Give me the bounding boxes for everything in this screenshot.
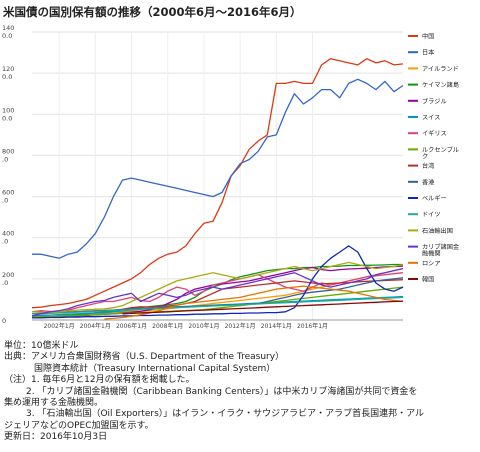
legend-label: スイス (422, 115, 440, 122)
series-line (31, 261, 404, 314)
legend-label: ベルギー (422, 196, 447, 203)
y-tick-label-part: 400 (2, 230, 14, 238)
legend-label: 台湾 (422, 162, 434, 170)
y-tick-label-part: 120 (2, 65, 14, 73)
y-tick-label-part: 600 (2, 189, 14, 197)
y-tick-label-part: 0.0 (2, 114, 12, 122)
y-tick-label-part: 200 (2, 271, 14, 279)
note-2-cont: 集め運用する金融機関。 (4, 398, 104, 409)
series-line (32, 296, 404, 315)
y-tick-label-part: 140 (2, 24, 14, 32)
x-tick-label: 2012年1月 (225, 322, 256, 330)
legend-label: 中国 (422, 33, 434, 41)
y-tick-label: 120 0.0 (2, 65, 14, 81)
series-line (31, 267, 404, 317)
series-line (31, 286, 404, 318)
y-tick-label-part: .0 (2, 197, 8, 205)
gridlines (32, 31, 403, 321)
y-tick-label-part: 800 (2, 147, 14, 155)
legend-label: ケイマン諸島 (422, 81, 459, 89)
x-tick-label: 2016年1月 (297, 322, 328, 330)
x-tick-label: 2004年1月 (80, 322, 111, 330)
y-tick-label-part: .0 (2, 155, 8, 163)
x-tick-label: 2006年1月 (116, 322, 147, 330)
legend-label: ロシア (422, 260, 441, 267)
legend-label-cont: ク (422, 153, 428, 160)
y-tick-label: 800.0 (2, 147, 14, 163)
series-line (31, 58, 404, 309)
y-tick-label-part: .0 (2, 238, 8, 246)
series-line (122, 300, 404, 315)
legend-label: アイルランド (422, 66, 459, 73)
legend-label: ルクセンブル (422, 146, 459, 154)
legend-label: 石油輸出国 (422, 227, 453, 235)
legend-label: カリブ諸国金 (422, 243, 460, 251)
legend-label: 日本 (422, 49, 434, 57)
unit-note: 単位：10億米ドル (4, 341, 79, 351)
legend-label: イギリス (422, 131, 447, 138)
y-tick-label-part: .0 (2, 279, 8, 287)
y-tick-label-part: 0 (2, 317, 6, 325)
x-tick-label: 2002年1月 (44, 322, 75, 330)
x-tick-label: 2010年1月 (188, 322, 219, 330)
legend: 中国日本アイルランドケイマン諸島ブラジルスイスイギリスルクセンブルク台湾香港ベル… (408, 33, 460, 284)
x-axis: 2002年1月 2004年1月 2006年1月 2008年1月 2010年1月 2012年… (32, 319, 403, 330)
legend-label: ブラジル (422, 97, 447, 105)
series-lines (31, 58, 404, 320)
x-tick-label: 2014年1月 (261, 322, 292, 330)
note-2: 2. 「カリブ諸国金融機関（Caribbean Banking Centers）… (26, 386, 418, 397)
legend-label: 韓国 (422, 276, 434, 284)
y-tick-label: 100 0.0 (2, 106, 14, 122)
y-tick-label: 140 0.0 (2, 24, 14, 40)
note-3: 3. 「石油輸出国（Oil Exporters）」はイラン・イラク・サウジアラビ… (26, 409, 425, 420)
series-line (32, 245, 404, 319)
y-tick-label: 0 (2, 317, 6, 325)
legend-label: ドイツ (422, 212, 441, 219)
y-tick-label-part: 100 (2, 106, 14, 114)
y-tick-label: 400.0 (2, 230, 14, 246)
y-tick-label: 600.0 (2, 189, 14, 205)
y-tick-label-part: 0.0 (2, 73, 12, 81)
y-tick-label: 200.0 (2, 271, 14, 287)
source-line-2: 国際資本統計（Treasury International Capital Sy… (34, 363, 276, 374)
footnotes: 単位：10億米ドル 出典：アメリカ合衆国財務省（U.S. Department … (4, 341, 476, 444)
legend-label-cont: 融機関 (422, 250, 441, 258)
x-tick-label: 2008年1月 (152, 322, 183, 330)
y-tick-label-part: 0.0 (2, 32, 12, 40)
series-line (32, 78, 404, 259)
updated-date: 更新日：2016年10月3日 (4, 432, 108, 443)
chart-title: 米国債の国別保有額の推移（2000年6月～2016年6月） (3, 5, 302, 19)
source-line-1: 出典：アメリカ合衆国財務省（U.S. Department of the Tre… (4, 352, 285, 363)
note-1: （注）1. 毎年6月と12月の保有額を掲載した。 (4, 375, 195, 386)
legend-label: 香港 (422, 178, 435, 186)
note-3-cont: ジェリアなどのOPEC加盟国を示す。 (4, 420, 154, 431)
